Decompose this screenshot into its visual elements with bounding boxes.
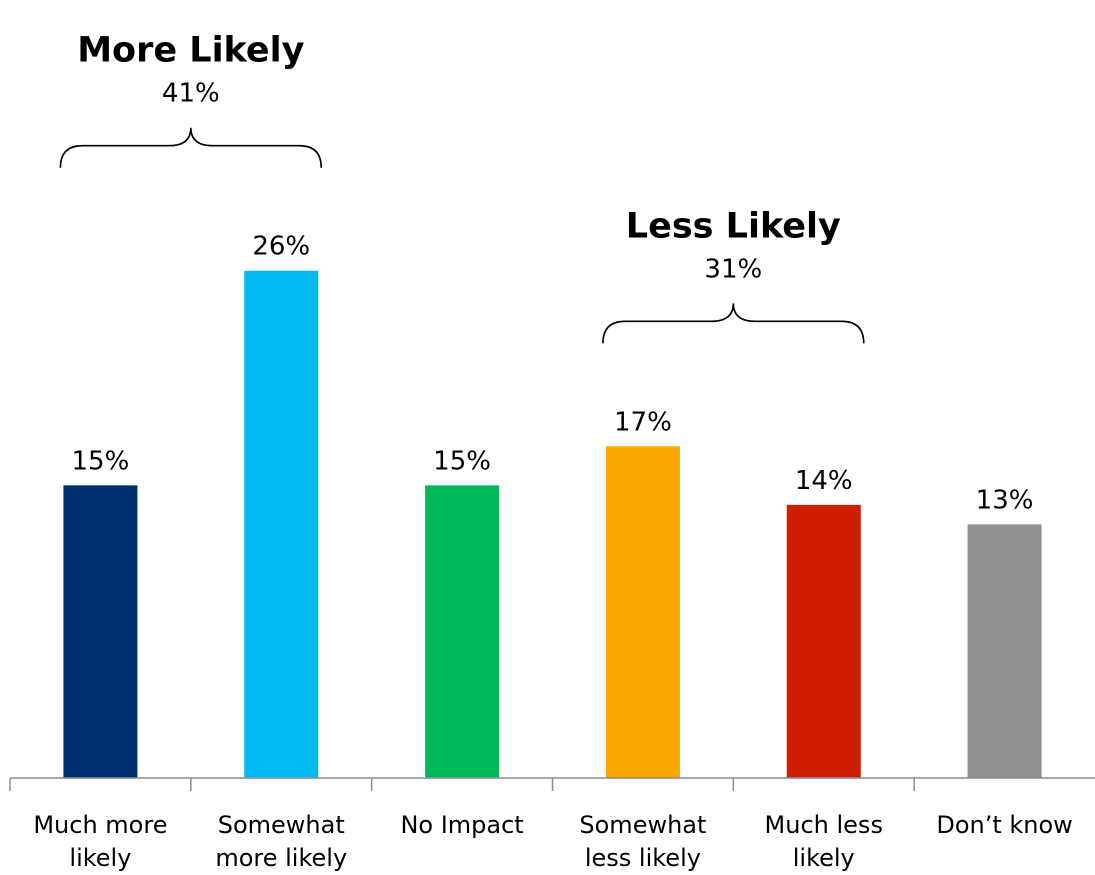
group-total-1: 41%	[162, 79, 220, 109]
group-brace-1	[59, 127, 323, 168]
bar-value-label-6: 13%	[976, 485, 1034, 515]
x-tick-label-5: Much less likely	[765, 811, 883, 872]
bar-1	[63, 485, 138, 778]
x-tick-label-1: Much more likely	[33, 811, 167, 872]
x-tick-label-line: Much more	[33, 811, 167, 839]
group-total-2: 31%	[704, 254, 762, 284]
value-labels: 15% 26% 15% 17% 14% 13%	[72, 232, 1034, 516]
group-brace-2	[602, 303, 865, 344]
x-tick-label-line: Much less	[765, 811, 883, 839]
x-axis: Much more likely Somewhat more likely No Imp…	[9, 777, 1095, 872]
bar-6	[967, 524, 1042, 778]
x-tick-label-line: Somewhat	[579, 811, 706, 839]
bar-value-label-3: 15%	[433, 446, 491, 476]
x-tick-label-line: Somewhat	[218, 811, 345, 839]
group-title-2: Less Likely	[626, 206, 841, 246]
x-tick-label-6: Don’t know	[936, 811, 1072, 839]
x-tick-label-line: more likely	[215, 844, 347, 872]
bar-3	[425, 485, 500, 778]
x-tick-label-3: No Impact	[400, 811, 523, 839]
x-tick-label-line: likely	[69, 844, 131, 872]
bar-2	[244, 270, 319, 778]
x-tick-label-2: Somewhat more likely	[215, 811, 347, 872]
bar-value-label-5: 14%	[795, 466, 853, 496]
bar-value-label-4: 17%	[614, 407, 672, 437]
bars	[63, 270, 1042, 778]
group-annotations: 41% More Likely 31% Less Likely	[59, 31, 865, 344]
x-tick-label-line: Don’t know	[936, 811, 1072, 839]
x-tick-label-4: Somewhat less likely	[579, 811, 706, 872]
x-tick-label-line: less likely	[585, 844, 701, 872]
group-title-1: More Likely	[77, 31, 304, 71]
bar-4	[605, 446, 680, 778]
bar-5	[786, 504, 861, 778]
x-tick-label-line: No Impact	[400, 811, 523, 839]
x-tick-label-line: likely	[793, 844, 855, 872]
bar-value-label-2: 26%	[252, 232, 310, 262]
bar-value-label-1: 15%	[72, 446, 130, 476]
